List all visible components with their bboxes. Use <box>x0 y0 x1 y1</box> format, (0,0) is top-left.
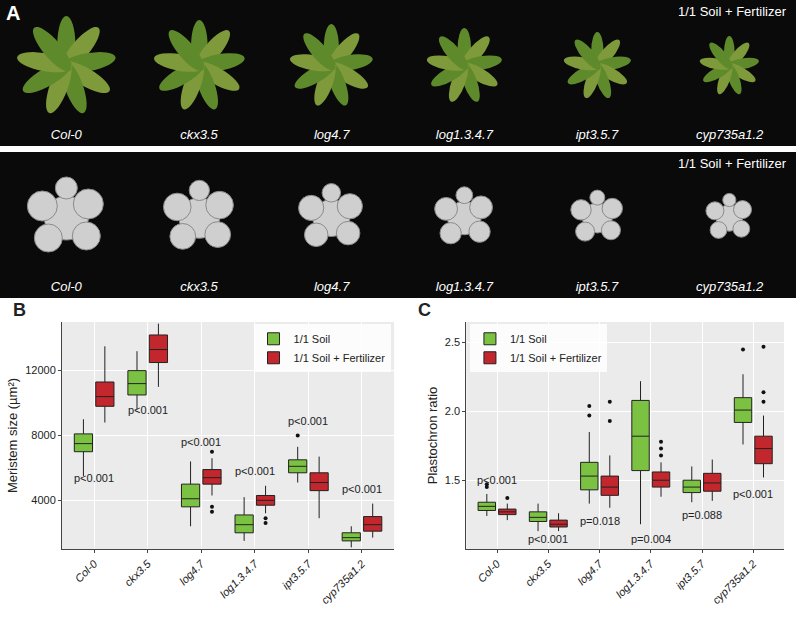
html-text:1/1 Soil + Fertilizer: 1/1 Soil + Fertilizer <box>678 4 786 19</box>
html-text:Col-0: Col-0 <box>50 127 82 142</box>
html-text:log4.7: log4.7 <box>313 127 350 142</box>
html-text:A: A <box>6 2 21 24</box>
svg-text:p=0.088: p=0.088 <box>682 509 722 521</box>
html-text:ipt3.5.7: ipt3.5.7 <box>575 279 619 294</box>
svg-text:1/1 Soil: 1/1 Soil <box>510 333 547 345</box>
html-text:1/1 Soil + Fertilizer: 1/1 Soil + Fertilizer <box>678 156 786 171</box>
svg-text:p<0.001: p<0.001 <box>528 533 568 545</box>
svg-text:ckx3.5: ckx3.5 <box>523 557 555 589</box>
svg-text:cyp735a1.2: cyp735a1.2 <box>710 558 759 607</box>
html-text:cyp735a1.2: cyp735a1.2 <box>696 279 764 294</box>
html-text:log4.7: log4.7 <box>313 279 350 294</box>
svg-text:p<0.001: p<0.001 <box>128 404 168 416</box>
svg-text:1/1 Soil + Fertilizer: 1/1 Soil + Fertilizer <box>510 352 602 364</box>
svg-text:B: B <box>13 300 26 320</box>
svg-text:1/1 Soil: 1/1 Soil <box>294 333 331 345</box>
html-text:cyp735a1.2: cyp735a1.2 <box>696 127 764 142</box>
svg-text:C: C <box>418 300 431 320</box>
svg-text:Plastochron ratio: Plastochron ratio <box>425 387 440 485</box>
svg-text:1/1 Soil + Fertilizer: 1/1 Soil + Fertilizer <box>294 352 386 364</box>
svg-text:p<0.001: p<0.001 <box>181 436 221 448</box>
svg-text:2.0: 2.0 <box>445 405 460 417</box>
svg-text:4000: 4000 <box>31 494 55 506</box>
svg-text:ipt3.5.7: ipt3.5.7 <box>280 557 315 592</box>
svg-text:log4.7: log4.7 <box>177 557 207 587</box>
html-text:Col-0: Col-0 <box>50 279 82 294</box>
svg-text:1.5: 1.5 <box>445 474 460 486</box>
svg-text:p<0.001: p<0.001 <box>288 415 328 427</box>
svg-text:Col-0: Col-0 <box>475 557 503 585</box>
svg-text:Col-0: Col-0 <box>72 557 100 585</box>
html-text:log1.3.4.7: log1.3.4.7 <box>435 279 493 294</box>
svg-text:cyp735a1.2: cyp735a1.2 <box>319 558 368 607</box>
html-text:ipt3.5.7: ipt3.5.7 <box>575 127 619 142</box>
html-text:log1.3.4.7: log1.3.4.7 <box>435 127 493 142</box>
svg-text:log1.3.4.7: log1.3.4.7 <box>217 557 260 600</box>
svg-text:8000: 8000 <box>31 429 55 441</box>
svg-text:12000: 12000 <box>25 364 56 376</box>
svg-text:2.5: 2.5 <box>445 336 460 348</box>
html-text:ckx3.5: ckx3.5 <box>180 127 218 142</box>
svg-text:p<0.001: p<0.001 <box>733 488 773 500</box>
svg-text:p<0.001: p<0.001 <box>342 483 382 495</box>
svg-text:ckx3.5: ckx3.5 <box>122 557 154 589</box>
svg-text:ipt3.5.7: ipt3.5.7 <box>673 557 708 592</box>
svg-text:p=0.018: p=0.018 <box>580 515 620 527</box>
svg-text:p<0.001: p<0.001 <box>74 472 114 484</box>
svg-text:p=0.004: p=0.004 <box>631 533 671 545</box>
svg-text:log1.3.4.7: log1.3.4.7 <box>613 557 656 600</box>
svg-text:log4.7: log4.7 <box>575 557 605 587</box>
svg-text:p<0.001: p<0.001 <box>235 465 275 477</box>
svg-text:Meristem size (µm²): Meristem size (µm²) <box>5 378 20 493</box>
svg-text:p<0.001: p<0.001 <box>477 474 517 486</box>
html-text:ckx3.5: ckx3.5 <box>180 279 218 294</box>
